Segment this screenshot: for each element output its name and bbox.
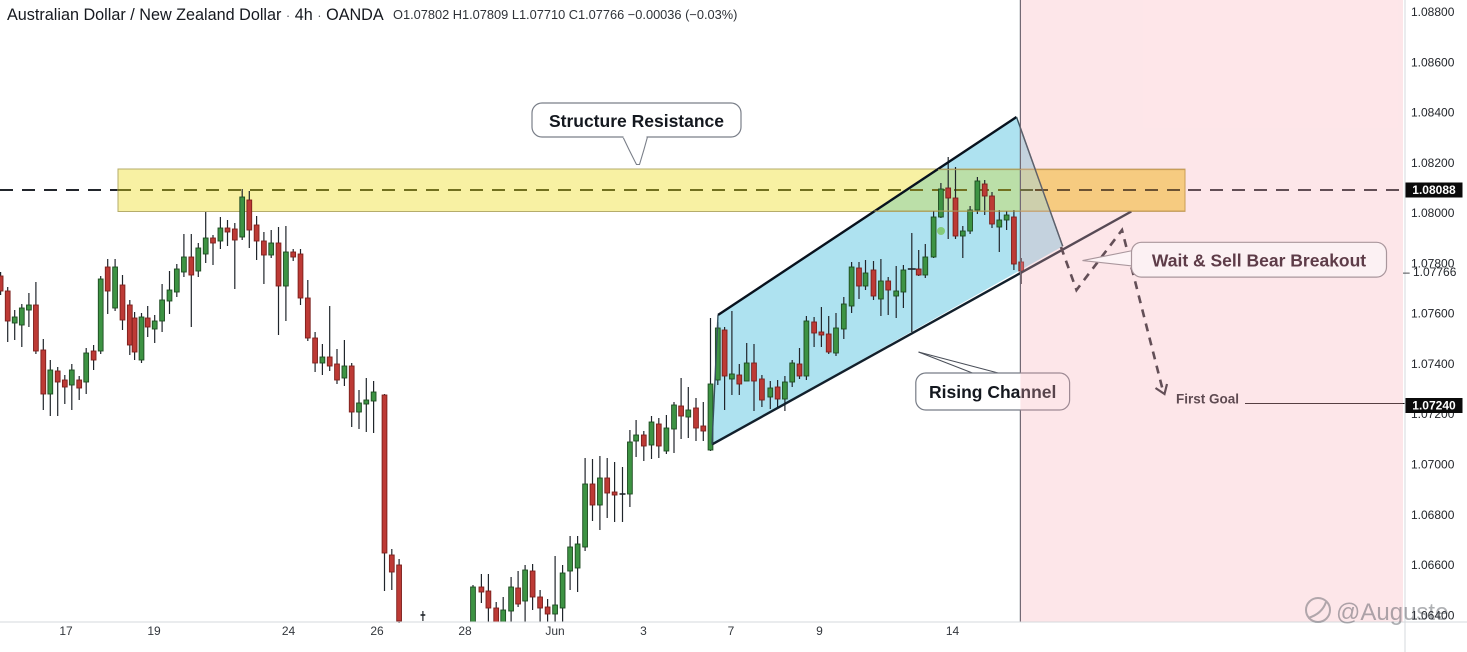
- svg-text:Australian Dollar / New Zealan: Australian Dollar / New Zealand Dollar ·…: [7, 6, 384, 24]
- svg-text:1.08400: 1.08400: [1411, 106, 1455, 120]
- svg-text:– 1.07766: – 1.07766: [1403, 265, 1457, 279]
- svg-text:1.08088: 1.08088: [1412, 183, 1456, 197]
- svg-text:1.08600: 1.08600: [1411, 55, 1455, 69]
- svg-text:Wait & Sell Bear Breakout: Wait & Sell Bear Breakout: [1152, 251, 1366, 271]
- svg-text:1.07400: 1.07400: [1411, 357, 1455, 371]
- svg-text:1.06400: 1.06400: [1411, 608, 1455, 622]
- svg-text:1.07000: 1.07000: [1411, 458, 1455, 472]
- svg-text:14: 14: [946, 624, 960, 638]
- svg-text:First Goal: First Goal: [1176, 392, 1239, 407]
- svg-text:1.07800: 1.07800: [1411, 256, 1455, 270]
- svg-text:17: 17: [59, 624, 73, 638]
- svg-text:1.08000: 1.08000: [1411, 206, 1455, 220]
- svg-text:1.06800: 1.06800: [1411, 508, 1455, 522]
- svg-text:19: 19: [147, 624, 161, 638]
- svg-text:O1.07802 H1.07809 L1.07710 C1.: O1.07802 H1.07809 L1.07710 C1.07766 −0.0…: [393, 7, 737, 22]
- svg-text:@Auguste: @Auguste: [1336, 599, 1448, 626]
- svg-text:1.08200: 1.08200: [1411, 156, 1455, 170]
- svg-text:9: 9: [816, 624, 823, 638]
- svg-text:Jun: Jun: [545, 624, 564, 638]
- svg-text:26: 26: [370, 624, 384, 638]
- svg-text:Structure Resistance: Structure Resistance: [549, 111, 724, 131]
- svg-text:1.07600: 1.07600: [1411, 307, 1455, 321]
- svg-text:1.06600: 1.06600: [1411, 558, 1455, 572]
- svg-text:7: 7: [728, 624, 735, 638]
- svg-text:1.08800: 1.08800: [1411, 5, 1455, 19]
- svg-text:28: 28: [458, 624, 472, 638]
- svg-text:3: 3: [640, 624, 647, 638]
- svg-text:Rising Channel: Rising Channel: [929, 382, 1056, 402]
- svg-text:24: 24: [282, 624, 296, 638]
- svg-text:1.07240: 1.07240: [1412, 399, 1456, 413]
